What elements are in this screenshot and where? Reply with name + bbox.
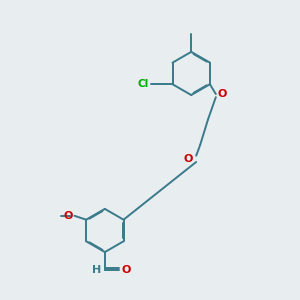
- Text: Cl: Cl: [138, 79, 149, 89]
- Text: O: O: [122, 265, 131, 275]
- Text: O: O: [218, 89, 227, 99]
- Text: O: O: [184, 154, 193, 164]
- Text: H: H: [92, 265, 102, 275]
- Text: O: O: [63, 211, 72, 221]
